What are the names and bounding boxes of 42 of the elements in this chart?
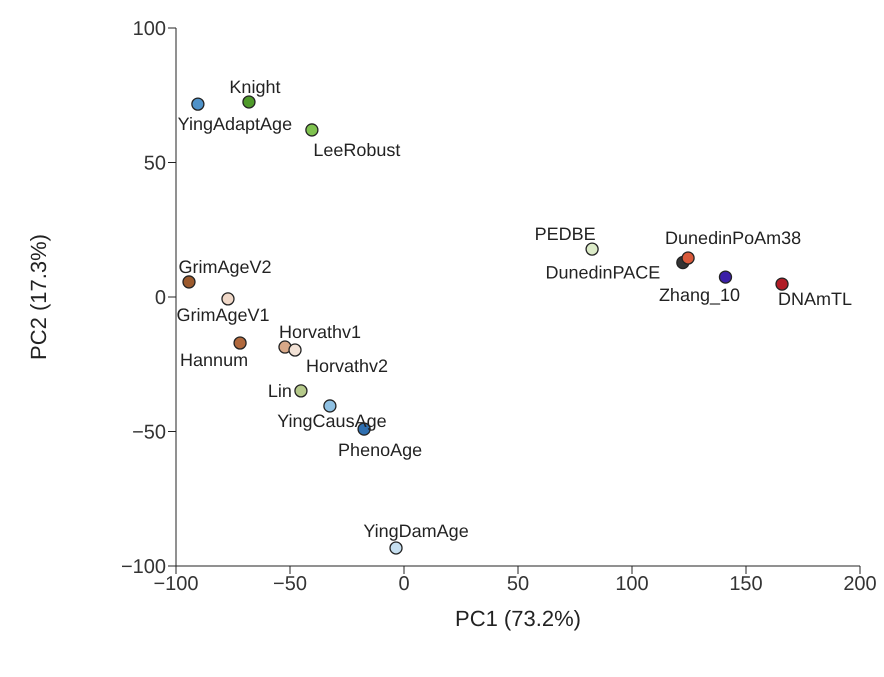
point bbox=[221, 292, 235, 306]
point bbox=[585, 242, 599, 256]
x-tick-label: 100 bbox=[615, 573, 649, 596]
y-axis-title: PC2 (17.3%) bbox=[26, 234, 51, 360]
x-tick-label: 150 bbox=[729, 573, 763, 596]
y-tick-label: −100 bbox=[120, 556, 166, 578]
annotation: LeeRobust bbox=[313, 140, 400, 160]
point bbox=[191, 97, 205, 111]
annotation: YingAdaptAge bbox=[178, 114, 292, 134]
annotation: GrimAgeV1 bbox=[176, 304, 270, 325]
annotation: Horvathv2 bbox=[306, 356, 388, 376]
point bbox=[775, 277, 789, 291]
annotation: PEDBE bbox=[534, 224, 596, 244]
annotation: YingDamAge bbox=[363, 520, 469, 541]
x-axis-title: PC1 (73.2%) bbox=[455, 606, 581, 631]
x-tick-label: 50 bbox=[506, 573, 530, 596]
annotation: DunedinPoAm38 bbox=[665, 228, 802, 248]
point bbox=[294, 384, 308, 398]
point bbox=[718, 270, 732, 284]
point bbox=[323, 399, 337, 413]
x-tick-label: 200 bbox=[843, 573, 877, 596]
y-tick-label: 50 bbox=[144, 152, 166, 175]
annotation: DNAmTL bbox=[778, 289, 852, 310]
annotation: GrimAgeV2 bbox=[178, 256, 272, 277]
x-tick-label: −50 bbox=[273, 573, 307, 596]
annotation: DunedinPACE bbox=[545, 262, 660, 283]
point bbox=[389, 541, 403, 555]
y-tick-label: −50 bbox=[132, 422, 166, 444]
point bbox=[233, 336, 247, 350]
annotation: PhenoAge bbox=[338, 440, 422, 460]
annotation: Knight bbox=[229, 76, 280, 97]
point bbox=[288, 343, 302, 357]
point bbox=[681, 251, 695, 265]
annotation: YingCausAge bbox=[277, 410, 387, 431]
x-tick-label: 0 bbox=[398, 573, 410, 596]
y-tick-label: 0 bbox=[154, 287, 166, 310]
annotation: Zhang_10 bbox=[658, 285, 740, 306]
annotation: Lin bbox=[268, 380, 292, 401]
y-tick-label: 100 bbox=[132, 18, 166, 40]
annotation: Horvathv1 bbox=[278, 322, 362, 342]
annotation: Hannum bbox=[180, 350, 248, 370]
point bbox=[305, 123, 319, 137]
